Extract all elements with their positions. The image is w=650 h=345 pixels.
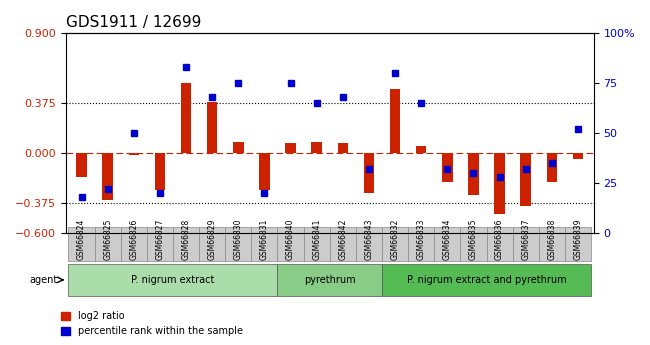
Bar <box>233 142 244 153</box>
Legend: log2 ratio, percentile rank within the sample: log2 ratio, percentile rank within the s… <box>57 307 247 340</box>
FancyBboxPatch shape <box>252 227 278 261</box>
FancyBboxPatch shape <box>278 227 304 261</box>
Text: GSM66842: GSM66842 <box>338 218 347 260</box>
FancyBboxPatch shape <box>226 227 252 261</box>
Bar <box>129 153 139 156</box>
FancyBboxPatch shape <box>539 227 565 261</box>
Text: GSM66834: GSM66834 <box>443 218 452 260</box>
Text: GSM66829: GSM66829 <box>207 218 216 260</box>
FancyBboxPatch shape <box>68 264 278 296</box>
Text: GSM66837: GSM66837 <box>521 218 530 260</box>
FancyBboxPatch shape <box>513 227 539 261</box>
FancyBboxPatch shape <box>121 227 147 261</box>
FancyBboxPatch shape <box>486 227 513 261</box>
Bar <box>181 83 191 153</box>
Bar <box>337 144 348 153</box>
Bar <box>364 153 374 193</box>
FancyBboxPatch shape <box>565 227 591 261</box>
FancyBboxPatch shape <box>356 227 382 261</box>
Bar <box>468 153 478 196</box>
Text: GSM66843: GSM66843 <box>365 218 374 260</box>
Bar <box>442 153 452 182</box>
Text: GSM66831: GSM66831 <box>260 218 269 260</box>
FancyBboxPatch shape <box>330 227 356 261</box>
Bar <box>207 102 217 153</box>
Bar <box>390 89 400 153</box>
Text: GSM66830: GSM66830 <box>234 218 243 260</box>
Bar <box>311 142 322 153</box>
Text: GSM66824: GSM66824 <box>77 218 86 260</box>
Bar <box>547 153 557 182</box>
Text: agent: agent <box>30 275 58 285</box>
FancyBboxPatch shape <box>434 227 460 261</box>
Text: GSM66840: GSM66840 <box>286 218 295 260</box>
Bar <box>285 144 296 153</box>
FancyBboxPatch shape <box>382 227 408 261</box>
FancyBboxPatch shape <box>147 227 173 261</box>
Text: P. nigrum extract: P. nigrum extract <box>131 275 214 285</box>
Bar <box>259 153 270 190</box>
Text: pyrethrum: pyrethrum <box>304 275 356 285</box>
Text: GSM66826: GSM66826 <box>129 218 138 260</box>
Bar <box>155 153 165 190</box>
FancyBboxPatch shape <box>199 227 226 261</box>
Text: GSM66832: GSM66832 <box>391 218 400 260</box>
Text: GSM66827: GSM66827 <box>155 218 164 260</box>
FancyBboxPatch shape <box>304 227 330 261</box>
Bar <box>416 146 426 153</box>
Text: GSM66838: GSM66838 <box>547 218 556 260</box>
FancyBboxPatch shape <box>173 227 199 261</box>
Bar <box>521 153 531 206</box>
FancyBboxPatch shape <box>278 264 382 296</box>
Bar <box>76 153 86 177</box>
Text: GSM66836: GSM66836 <box>495 218 504 260</box>
Bar <box>103 153 113 199</box>
Bar <box>573 153 583 159</box>
FancyBboxPatch shape <box>460 227 486 261</box>
FancyBboxPatch shape <box>68 227 95 261</box>
Text: P. nigrum extract and pyrethrum: P. nigrum extract and pyrethrum <box>407 275 566 285</box>
Text: GSM66833: GSM66833 <box>417 218 426 260</box>
Text: GDS1911 / 12699: GDS1911 / 12699 <box>66 15 202 30</box>
FancyBboxPatch shape <box>408 227 434 261</box>
FancyBboxPatch shape <box>95 227 121 261</box>
Text: GSM66835: GSM66835 <box>469 218 478 260</box>
FancyBboxPatch shape <box>382 264 591 296</box>
Bar <box>495 153 505 214</box>
Text: GSM66841: GSM66841 <box>312 218 321 260</box>
Text: GSM66828: GSM66828 <box>181 219 190 260</box>
Text: GSM66825: GSM66825 <box>103 218 112 260</box>
Text: GSM66839: GSM66839 <box>573 218 582 260</box>
